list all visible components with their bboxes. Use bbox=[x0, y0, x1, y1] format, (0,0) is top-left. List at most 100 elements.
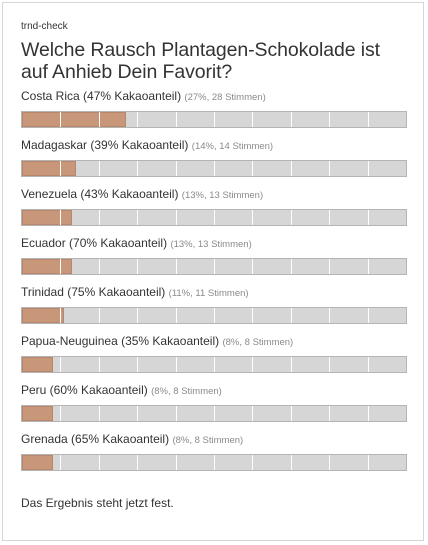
result-bar-fill bbox=[22, 357, 53, 372]
poll-options: Costa Rica (47% Kakaoanteil) (27%, 28 St… bbox=[21, 89, 411, 481]
option-label: Madagaskar (39% Kakaoanteil) (14%, 14 St… bbox=[21, 138, 411, 154]
bar-scale-tick bbox=[60, 406, 62, 421]
option-result: (8%, 8 Stimmen) bbox=[172, 435, 244, 446]
bar-scale-tick bbox=[367, 406, 369, 421]
result-bar-fill bbox=[22, 455, 53, 470]
result-final-note: Das Ergebnis steht jetzt fest. bbox=[21, 496, 174, 510]
bar-scale-tick bbox=[214, 112, 215, 127]
bar-scale-tick bbox=[214, 455, 215, 470]
bar-scale-tick bbox=[214, 406, 215, 421]
poll-content: trnd-check Welche Rausch Plantagen-Schok… bbox=[21, 21, 411, 481]
option-label: Costa Rica (47% Kakaoanteil) (27%, 28 St… bbox=[21, 89, 411, 105]
bar-scale-tick bbox=[137, 259, 139, 274]
bar-scale-tick bbox=[214, 308, 215, 323]
bar-scale bbox=[22, 455, 406, 470]
bar-scale-tick bbox=[329, 161, 331, 176]
bar-scale-tick bbox=[175, 455, 177, 470]
bar-scale-tick bbox=[98, 406, 100, 421]
bar-scale-tick bbox=[214, 161, 215, 176]
option-label: Ecuador (70% Kakaoanteil) (13%, 13 Stimm… bbox=[21, 236, 411, 252]
option-result: (8%, 8 Stimmen) bbox=[222, 337, 294, 348]
option-name: Venezuela (43% Kakaoanteil) bbox=[21, 187, 179, 201]
bar-scale-tick bbox=[137, 406, 139, 421]
bar-scale-tick bbox=[367, 308, 369, 323]
poll-question: Welche Rausch Plantagen-Schokolade ist a… bbox=[21, 39, 380, 83]
option-result: (13%, 13 Stimmen) bbox=[170, 239, 252, 250]
bar-scale-tick bbox=[214, 357, 215, 372]
bar-scale bbox=[22, 308, 406, 323]
result-bar-fill bbox=[22, 210, 72, 225]
bar-scale-tick bbox=[252, 210, 254, 225]
result-bar bbox=[21, 258, 407, 275]
bar-scale bbox=[22, 210, 406, 225]
bar-scale-tick bbox=[252, 357, 254, 372]
bar-scale bbox=[22, 406, 406, 421]
option-result: (27%, 28 Stimmen) bbox=[184, 92, 266, 103]
bar-scale-tick bbox=[137, 308, 139, 323]
bar-scale-tick bbox=[175, 210, 177, 225]
bar-scale-tick bbox=[60, 357, 62, 372]
poll-option: Trinidad (75% Kakaoanteil) (11%, 11 Stim… bbox=[21, 285, 411, 334]
bar-scale-tick bbox=[329, 259, 331, 274]
bar-scale-tick bbox=[367, 161, 369, 176]
option-name: Papua-Neuguinea (35% Kakaoanteil) bbox=[21, 334, 220, 348]
bar-scale-tick bbox=[252, 112, 254, 127]
bar-scale-tick bbox=[367, 210, 369, 225]
option-name: Costa Rica (47% Kakaoanteil) bbox=[21, 89, 182, 103]
option-name: Madagaskar (39% Kakaoanteil) bbox=[21, 138, 189, 152]
option-label: Grenada (65% Kakaoanteil) (8%, 8 Stimmen… bbox=[21, 432, 411, 448]
poll-option: Ecuador (70% Kakaoanteil) (13%, 13 Stimm… bbox=[21, 236, 411, 285]
bar-scale-tick bbox=[367, 455, 369, 470]
option-label: Venezuela (43% Kakaoanteil) (13%, 13 Sti… bbox=[21, 187, 411, 203]
bar-scale-tick bbox=[137, 455, 139, 470]
bar-scale-tick bbox=[60, 455, 62, 470]
bar-scale-tick bbox=[175, 112, 177, 127]
option-label: Peru (60% Kakaoanteil) (8%, 8 Stimmen) bbox=[21, 383, 411, 399]
option-result: (11%, 11 Stimmen) bbox=[168, 288, 249, 299]
result-bar-fill bbox=[22, 161, 76, 176]
bar-scale-tick bbox=[290, 455, 292, 470]
bar-scale-tick bbox=[367, 112, 369, 127]
bar-scale-tick bbox=[329, 308, 331, 323]
result-bar-fill bbox=[22, 406, 53, 421]
bar-scale-tick bbox=[252, 455, 254, 470]
bar-scale-tick bbox=[290, 161, 292, 176]
poll-option: Madagaskar (39% Kakaoanteil) (14%, 14 St… bbox=[21, 138, 411, 187]
result-bar-fill bbox=[22, 259, 72, 274]
bar-scale-tick bbox=[290, 308, 292, 323]
bar-scale-tick bbox=[252, 259, 254, 274]
poll-widget: trnd-check Welche Rausch Plantagen-Schok… bbox=[2, 2, 424, 541]
option-result: (8%, 8 Stimmen) bbox=[151, 386, 222, 397]
bar-scale-tick bbox=[290, 112, 292, 127]
bar-scale-tick bbox=[98, 308, 100, 323]
result-bar-fill bbox=[22, 112, 126, 127]
poll-option: Grenada (65% Kakaoanteil) (8%, 8 Stimmen… bbox=[21, 432, 411, 481]
bar-scale-tick bbox=[137, 210, 139, 225]
bar-scale-tick bbox=[98, 210, 100, 225]
result-bar bbox=[21, 454, 407, 471]
option-result: (14%, 14 Stimmen) bbox=[191, 141, 274, 152]
option-name: Trinidad (75% Kakaoanteil) bbox=[21, 285, 166, 299]
bar-scale-tick bbox=[252, 406, 254, 421]
bar-scale-tick bbox=[175, 161, 177, 176]
poll-option: Venezuela (43% Kakaoanteil) (13%, 13 Sti… bbox=[21, 187, 411, 236]
result-bar bbox=[21, 209, 407, 226]
bar-scale-tick bbox=[329, 357, 331, 372]
bar-scale-tick bbox=[137, 357, 139, 372]
bar-scale-tick bbox=[98, 357, 100, 372]
bar-scale-tick bbox=[367, 259, 369, 274]
option-label: Papua-Neuguinea (35% Kakaoanteil) (8%, 8… bbox=[21, 334, 411, 350]
bar-scale-tick bbox=[252, 161, 254, 176]
bar-scale-tick bbox=[290, 210, 292, 225]
result-bar bbox=[21, 405, 407, 422]
bar-scale-tick bbox=[214, 210, 215, 225]
option-name: Peru (60% Kakaoanteil) bbox=[21, 383, 148, 397]
result-bar-fill bbox=[22, 308, 65, 323]
bar-scale-tick bbox=[214, 259, 215, 274]
bar-scale-tick bbox=[175, 406, 177, 421]
bar-scale-tick bbox=[290, 357, 292, 372]
poll-option: Peru (60% Kakaoanteil) (8%, 8 Stimmen) bbox=[21, 383, 411, 432]
bar-scale-tick bbox=[98, 259, 100, 274]
bar-scale-tick bbox=[175, 259, 177, 274]
bar-scale-tick bbox=[329, 210, 331, 225]
